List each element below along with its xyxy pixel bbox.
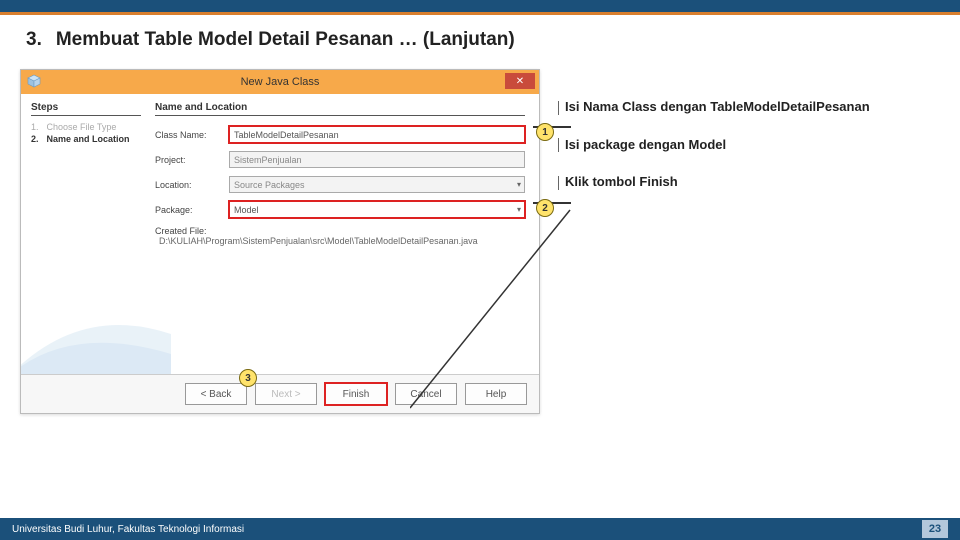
chevron-down-icon: ▾	[517, 205, 521, 214]
value-package: Model	[234, 205, 259, 215]
netbeans-cube-icon	[27, 74, 41, 91]
value-class-name: TableModelDetailPesanan	[234, 130, 339, 140]
slide-footer: Universitas Budi Luhur, Fakultas Teknolo…	[0, 518, 960, 540]
page-number: 23	[929, 523, 941, 535]
dialog-titlebar: New Java Class ✕	[21, 70, 539, 94]
annotation-2: Isi package dengan Model	[558, 137, 870, 153]
dialog-close-button[interactable]: ✕	[505, 73, 535, 89]
row-package: Package: Model ▾	[155, 201, 525, 218]
input-project: SistemPenjualan	[229, 151, 525, 168]
label-class-name: Class Name:	[155, 130, 223, 140]
value-created-file: D:\KULIAH\Program\SistemPenjualan\src\Mo…	[159, 236, 478, 246]
row-location: Location: Source Packages ▾	[155, 176, 525, 193]
back-label: < Back	[201, 389, 232, 400]
step-num: 2.	[31, 134, 39, 144]
slide-body: 3. Membuat Table Model Detail Pesanan … …	[0, 15, 960, 505]
annotation-3: Klik tombol Finish	[558, 174, 870, 190]
step-label: Choose File Type	[47, 122, 117, 132]
step-choose-file-type: 1. Choose File Type	[31, 122, 141, 132]
row-created-file: Created File: D:\KULIAH\Program\SistemPe…	[155, 226, 525, 246]
next-label: Next >	[271, 389, 300, 400]
help-button[interactable]: Help	[465, 383, 527, 405]
decorative-swoosh	[21, 264, 171, 374]
help-label: Help	[486, 389, 507, 400]
step-label: Name and Location	[47, 134, 130, 144]
callout-3-text: 3	[245, 373, 251, 384]
label-created-file: Created File:	[155, 226, 207, 236]
dialog-button-bar: < Back Next > Finish Cancel Help 3	[21, 374, 539, 413]
top-accent-bar	[0, 0, 960, 12]
steps-sidebar: Steps 1. Choose File Type 2. Name and Lo…	[21, 94, 151, 374]
row-project: Project: SistemPenjualan	[155, 151, 525, 168]
slide-heading: 3. Membuat Table Model Detail Pesanan … …	[20, 29, 940, 51]
footer-text: Universitas Budi Luhur, Fakultas Teknolo…	[12, 524, 244, 535]
step-name-and-location: 2. Name and Location	[31, 134, 141, 144]
close-icon: ✕	[516, 76, 524, 87]
back-button[interactable]: < Back	[185, 383, 247, 405]
row-class-name: Class Name: TableModelDetailPesanan	[155, 126, 525, 143]
annotation-3-text: Klik tombol Finish	[565, 174, 678, 189]
finish-button[interactable]: Finish	[325, 383, 387, 405]
input-class-name[interactable]: TableModelDetailPesanan	[229, 126, 525, 143]
value-project: SistemPenjualan	[234, 155, 302, 165]
callout-circle-1: 1	[536, 123, 554, 141]
cancel-button[interactable]: Cancel	[395, 383, 457, 405]
callout-2-text: 2	[542, 203, 548, 214]
value-location: Source Packages	[234, 180, 305, 190]
annotation-2-text: Isi package dengan Model	[565, 137, 726, 152]
page-number-badge: 23	[922, 520, 948, 538]
cancel-label: Cancel	[410, 389, 441, 400]
heading-number: 3.	[26, 29, 42, 51]
callout-circle-2: 2	[536, 199, 554, 217]
label-package: Package:	[155, 205, 223, 215]
step-num: 1.	[31, 122, 39, 132]
form-section-heading: Name and Location	[155, 102, 525, 113]
callout-1-text: 1	[542, 127, 548, 138]
label-project: Project:	[155, 155, 223, 165]
annotation-column: Isi Nama Class dengan TableModelDetailPe…	[558, 69, 870, 212]
form-panel: Name and Location Class Name: TableModel…	[151, 94, 539, 374]
next-button: Next >	[255, 383, 317, 405]
dialog-title-text: New Java Class	[241, 76, 320, 88]
label-location: Location:	[155, 180, 223, 190]
chevron-down-icon: ▾	[517, 180, 521, 189]
finish-label: Finish	[343, 389, 370, 400]
callout-circle-3: 3	[239, 369, 257, 387]
new-java-class-dialog: New Java Class ✕ Steps 1. Choose File Ty…	[20, 69, 540, 414]
annotation-1-text: Isi Nama Class dengan TableModelDetailPe…	[565, 99, 870, 114]
annotation-1: Isi Nama Class dengan TableModelDetailPe…	[558, 99, 870, 115]
input-package[interactable]: Model ▾	[229, 201, 525, 218]
heading-text: Membuat Table Model Detail Pesanan … (La…	[56, 29, 515, 51]
steps-heading: Steps	[31, 102, 141, 113]
select-location[interactable]: Source Packages ▾	[229, 176, 525, 193]
